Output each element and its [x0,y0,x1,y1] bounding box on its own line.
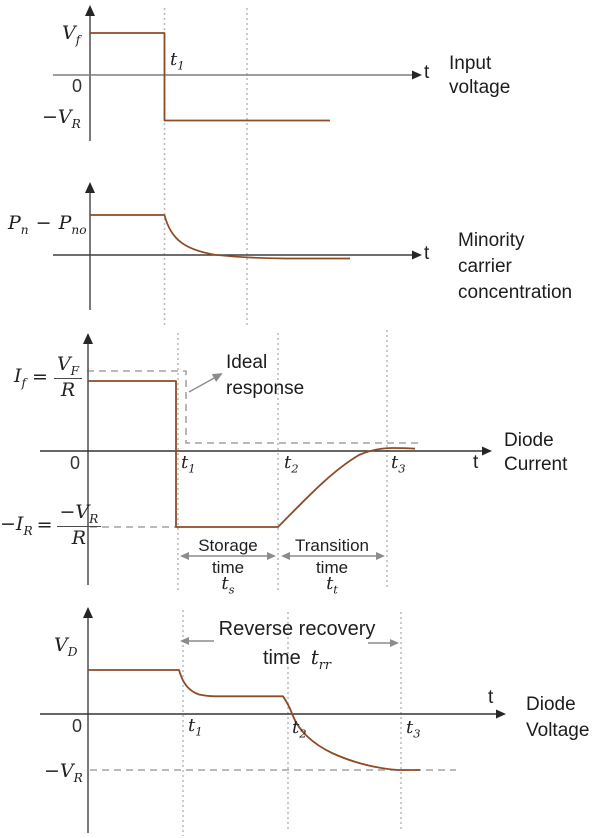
plot4-diode-voltage-waveform [88,669,420,771]
fraction-numerator: −VR [56,502,102,527]
fraction-numerator: VF [53,354,83,379]
plot2-title: Minority carrier concentration [458,230,573,303]
storage-span-arrow-icon [180,552,276,560]
recovery-right-head [390,639,399,647]
time-guides [163,8,402,836]
plot1-zero-label: 0 [72,76,83,96]
ideal-arrow-head [211,373,223,382]
if-symbol: If [14,365,27,391]
recovery-left-arrow-icon [180,637,214,645]
plot3-x-arrow-icon [482,446,492,456]
transition-span-left-head [281,552,290,560]
transition-time-label-line2: time [315,558,349,577]
plot3-ideal-response-dashed [87,370,423,444]
neg-vr-over-r-fraction: −VR R [56,502,102,549]
storage-time-label-line1: Storage [198,536,258,555]
ir-symbol: −IR [0,513,33,539]
plot1-vf-label: Vf [62,22,81,47]
storage-time-label-line2: time [211,558,245,577]
plot1-x-arrow-icon [412,70,422,80]
plot3-t1-label: t1 [181,452,196,476]
minus-sign: − [35,212,52,234]
plot4-t2-label: t2 [292,717,307,741]
plot3-y-arrow-icon [83,333,93,344]
plot2-pn-pno-label: Pn − Pno [8,212,87,237]
plot4-t1-label: t1 [188,715,203,739]
plot1-t1-label: t1 [170,49,185,73]
plot3-zero-label: 0 [70,453,81,473]
plot1-axes [53,5,422,141]
plot4-zero-label: 0 [72,716,83,736]
plot1-title: Input voltage [449,53,511,98]
plot3-dashed-refs [87,370,423,528]
storage-span-left-head [180,552,189,560]
reverse-recovery-label-line1: Reverse recovery [218,618,376,640]
storage-time-symbol: ts [221,573,235,597]
transition-time-label-line1: Transition [294,536,369,555]
transition-time-symbol: tt [326,573,338,597]
equals-sign: = [36,514,53,537]
vf-over-r-fraction: VF R [53,354,83,401]
plot3-title: Diode Current [504,430,568,475]
plot4-axes [40,607,506,833]
plot4-t-axis-label: t [488,687,494,708]
plot2-y-arrow-icon [85,182,95,193]
recovery-time-word: time [262,647,301,669]
plot4-x-arrow-icon [496,709,506,719]
trr-symbol: trr [310,645,332,673]
recovery-left-head [180,637,189,645]
plot2-x-arrow-icon [412,250,422,260]
transition-span-arrow-icon [281,552,385,560]
plot3-if-equation: If = VF R [14,354,83,401]
plot4-title: Diode Voltage [526,694,590,741]
ideal-response-arrow-icon [188,373,223,393]
plot3-t-axis-label: t [473,452,479,473]
plot3-ideal-response-label: Ideal response [226,352,305,399]
plot4-neg-vr-label: −VR [44,760,83,785]
plot1-y-arrow-icon [85,5,95,16]
plot2-carrier-concentration-curve [90,214,350,260]
transition-span-right-head [376,552,385,560]
plot1-input-voltage-waveform [90,32,330,122]
plot1-t-axis-label: t [424,62,430,83]
ideal-arrow-line [188,376,217,393]
plot3-diode-current-waveform [88,380,416,528]
plot2-axes [53,182,422,310]
plot2-t-axis-label: t [424,243,430,264]
plot1-neg-vr-label: −VR [42,106,81,131]
plot3-t2-label: t2 [284,452,299,476]
recovery-right-arrow-icon [368,639,399,647]
plot3-ir-equation: −IR = −VR R [0,502,102,549]
plot4-t3-label: t3 [406,717,421,741]
plot3-t3-label: t3 [391,452,406,476]
fraction-denominator: R [60,378,76,401]
equals-sign: = [32,366,48,389]
plot4-vd-label: VD [54,634,78,659]
plot4-y-arrow-icon [83,607,93,618]
storage-span-right-head [267,552,276,560]
fraction-denominator: R [71,526,87,549]
reverse-recovery-label-line2: time trr [160,645,434,673]
